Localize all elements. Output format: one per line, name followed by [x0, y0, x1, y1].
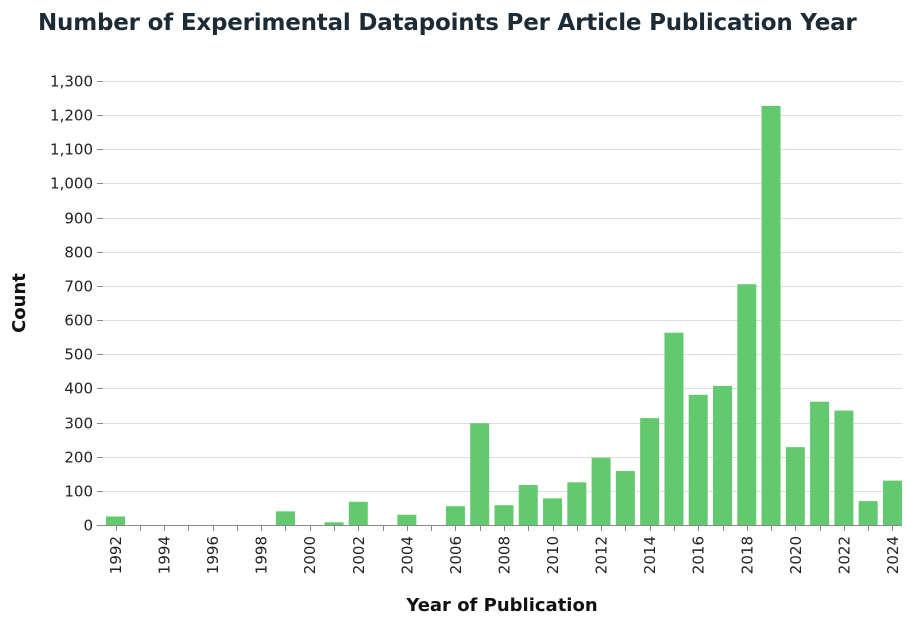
y-tick-label: 300 — [64, 415, 93, 433]
x-tick-label: 1996 — [204, 536, 222, 574]
bar-2017 — [713, 385, 732, 525]
y-tick-label: 200 — [64, 449, 93, 467]
bar-2012 — [591, 457, 611, 525]
bar-2019 — [761, 105, 781, 526]
y-axis: 0 100 200 300 400 500 600 700 800 900 1,000 1,100 1,… — [50, 73, 103, 535]
gridlines — [103, 81, 902, 492]
y-tick-label: 900 — [64, 210, 93, 228]
x-tick-label: 2018 — [738, 536, 756, 574]
bar-2014 — [640, 418, 660, 525]
bar-2020 — [785, 447, 805, 525]
y-tick-label: 0 — [83, 517, 93, 535]
x-tick-label: 2014 — [641, 536, 659, 574]
y-tick-label: 1,300 — [50, 73, 93, 91]
x-tick-label: 1994 — [156, 536, 174, 574]
x-tick-label: 1998 — [253, 536, 271, 574]
y-tick-label: 100 — [64, 483, 93, 501]
y-tick-label: 800 — [64, 244, 93, 262]
bar-2016 — [688, 394, 708, 525]
y-tick-label: 1,100 — [50, 141, 93, 159]
y-tick-label: 700 — [64, 278, 93, 296]
x-tick-label: 2012 — [593, 536, 611, 574]
bars — [106, 105, 902, 526]
x-tick-label: 2020 — [787, 536, 805, 574]
bar-2011 — [567, 482, 587, 525]
bar-2008 — [494, 505, 514, 525]
bar-2010 — [543, 498, 563, 525]
bar-2015 — [664, 332, 684, 525]
bar-2021 — [810, 401, 830, 525]
bar-2009 — [518, 485, 538, 525]
bar-2002 — [348, 501, 368, 525]
x-tick-label: 2022 — [835, 536, 853, 574]
x-tick-label: 2010 — [544, 536, 562, 574]
x-tick-label: 1992 — [107, 536, 125, 574]
bar-2018 — [737, 284, 757, 525]
x-axis: 1992 1994 1996 1998 2000 2002 2004 2006 2008 2010… — [103, 525, 902, 574]
x-tick-label: 2008 — [496, 536, 514, 574]
y-tick-label: 500 — [64, 346, 93, 364]
bar-2004 — [397, 514, 417, 525]
bar-2007 — [470, 423, 490, 525]
bar-1999 — [275, 511, 295, 525]
y-axis-title: Count — [9, 273, 30, 333]
x-tick-label: 2000 — [301, 536, 319, 574]
bar-2023 — [858, 501, 878, 525]
bar-2013 — [615, 471, 635, 525]
x-tick-label: 2002 — [350, 536, 368, 574]
x-tick-label: 2016 — [690, 536, 708, 574]
chart-title: Number of Experimental Datapoints Per Ar… — [38, 10, 857, 36]
y-tick-label: 400 — [64, 380, 93, 398]
x-tick-label: 2006 — [447, 536, 465, 574]
bar-2022 — [834, 410, 854, 525]
x-axis-title: Year of Publication — [405, 595, 597, 616]
bar-2001 — [324, 522, 344, 525]
bar-1992 — [106, 516, 125, 525]
y-tick-label: 1,200 — [50, 107, 93, 125]
bar-2024 — [882, 480, 902, 525]
y-tick-label: 600 — [64, 312, 93, 330]
x-tick-label: 2004 — [398, 536, 416, 574]
x-tick-label: 2024 — [884, 536, 902, 574]
y-tick-label: 1,000 — [50, 175, 93, 193]
bar-2006 — [445, 506, 465, 525]
